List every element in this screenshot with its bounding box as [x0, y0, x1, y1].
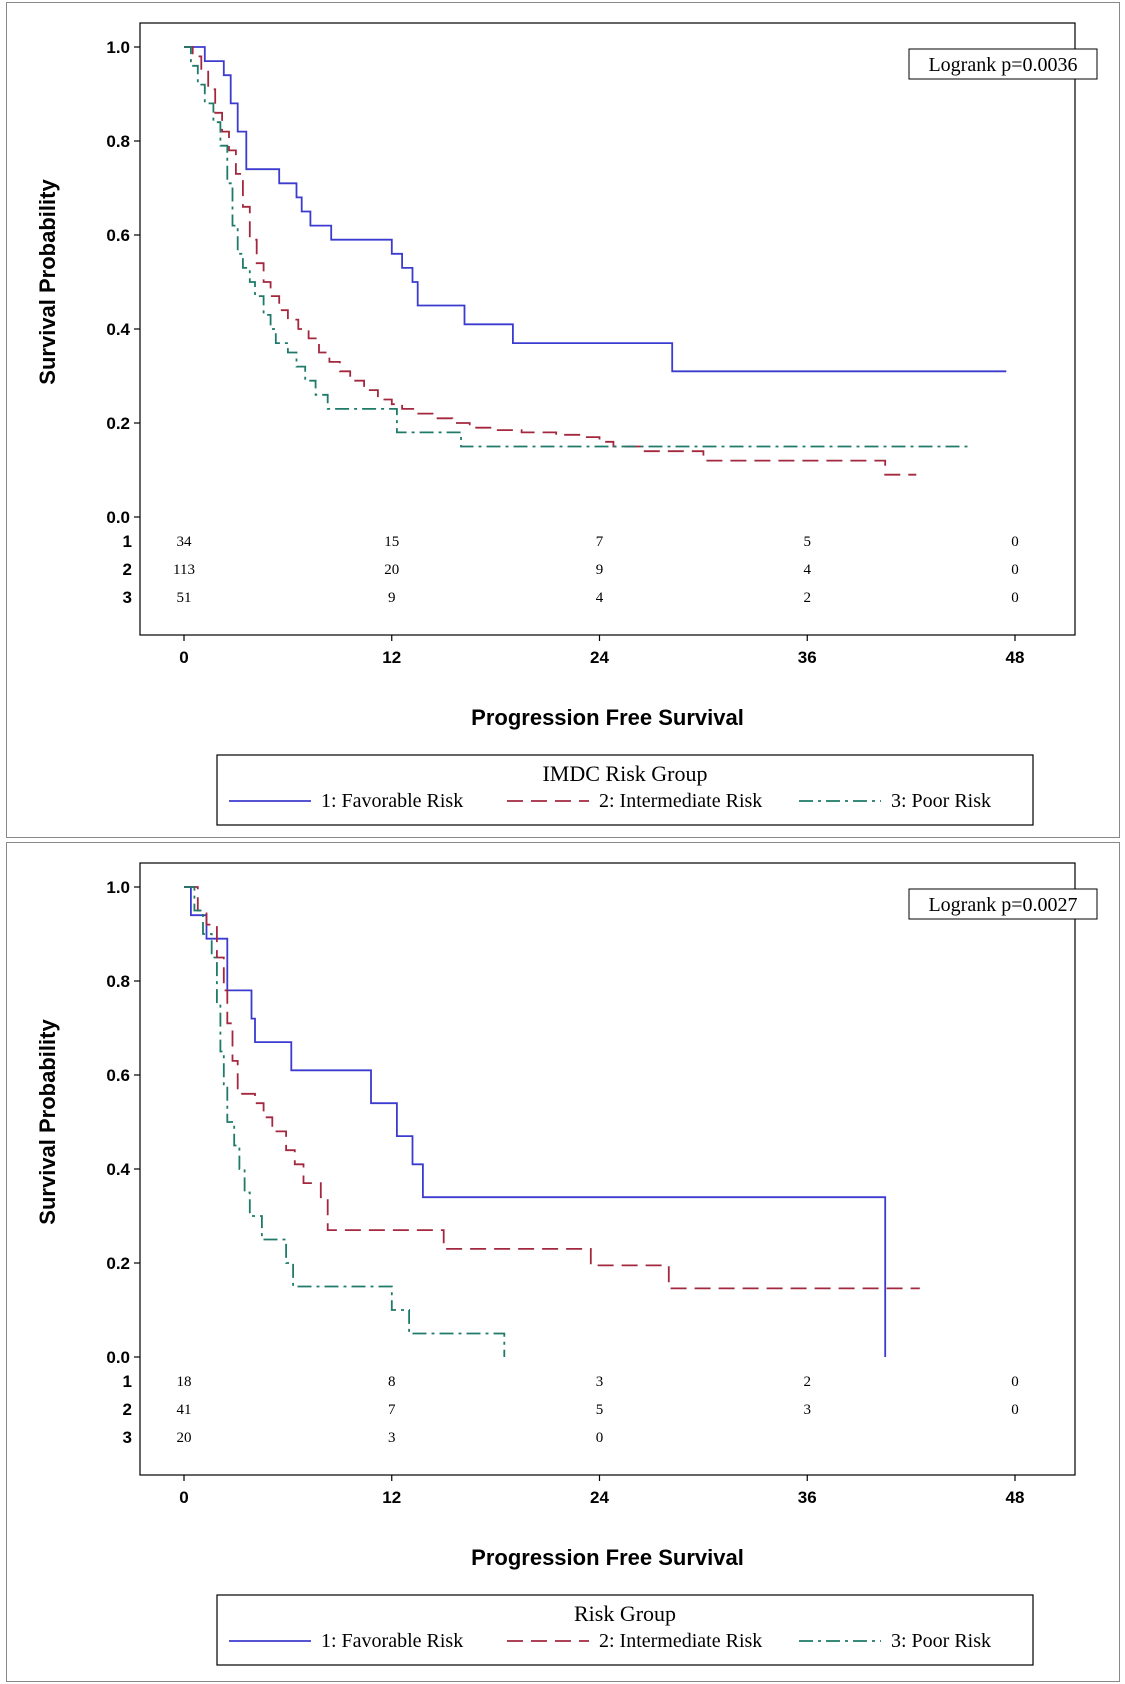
- chart0-x-axis-title: Progression Free Survival: [471, 705, 744, 730]
- chart1-x-tick-label: 36: [798, 1488, 817, 1507]
- chart1-risk-row-label: 3: [123, 1428, 132, 1447]
- chart0-at-risk-value-poor: 4: [596, 590, 604, 606]
- chart0-y-axis-title: Survival Probability: [35, 179, 60, 385]
- chart0-at-risk-value-intermediate: 113: [173, 562, 195, 578]
- chart0-at-risk-value-intermediate: 9: [596, 562, 604, 578]
- chart0-at-risk-value-intermediate: 20: [384, 562, 399, 578]
- chart0-legend-title: IMDC Risk Group: [542, 761, 707, 786]
- chart1-y-tick-label: 0.6: [106, 1066, 130, 1085]
- chart1-y-tick-label: 0.2: [106, 1254, 130, 1273]
- chart0-x-tick-label: 24: [590, 648, 609, 667]
- chart1-at-risk-value-favorable: 3: [596, 1374, 604, 1390]
- chart1-at-risk-value-intermediate: 7: [388, 1402, 396, 1418]
- chart1-y-tick-label: 0.4: [106, 1160, 130, 1179]
- chart1-x-axis-title: Progression Free Survival: [471, 1545, 744, 1570]
- chart0-y-tick-label: 0.0: [106, 508, 130, 527]
- km-panel-risk-group: 0.0 0.2 0.4 0.6 0.8 1.0 Survival Probability 0 1…: [6, 842, 1120, 1682]
- chart1-curve-poor: [184, 886, 506, 1357]
- chart1-at-risk-value-intermediate: 3: [804, 1402, 812, 1418]
- chart1-at-risk-value-favorable: 2: [804, 1374, 812, 1390]
- chart0-y-tick-label: 0.2: [106, 414, 130, 433]
- chart1-y-axis-title: Survival Probability: [35, 1019, 60, 1225]
- chart1-legend-label-poor: 3: Poor Risk: [891, 1630, 991, 1652]
- chart0-legend-box: [216, 754, 1034, 826]
- chart0-at-risk-value-poor: 9: [388, 590, 396, 606]
- chart1-at-risk-value-poor: 3: [388, 1430, 396, 1446]
- chart0-plot-frame: [139, 22, 1076, 636]
- chart1-at-risk-value-poor: 0: [596, 1430, 604, 1446]
- chart0-x-tick-label: 12: [382, 648, 401, 667]
- chart0-at-risk-value-poor: 0: [1011, 590, 1019, 606]
- chart0-at-risk-value-poor: 51: [177, 590, 192, 606]
- chart0-at-risk-value-intermediate: 0: [1011, 562, 1019, 578]
- chart0-legend-label-poor: 3: Poor Risk: [891, 790, 991, 812]
- km-chart-risk-group: 0.0 0.2 0.4 0.6 0.8 1.0 Survival Probability 0 1…: [35, 862, 1098, 1666]
- chart0-x-tick-label: 36: [798, 648, 817, 667]
- chart1-x-tick-label: 12: [382, 1488, 401, 1507]
- chart0-legend-label-favorable: 1: Favorable Risk: [321, 790, 463, 812]
- chart0-y-tick-label: 0.6: [106, 226, 130, 245]
- chart0-at-risk-value-intermediate: 4: [804, 562, 812, 578]
- chart0-pvalue-text: Logrank p=0.0036: [928, 54, 1077, 76]
- chart1-pvalue-text: Logrank p=0.0027: [928, 894, 1077, 916]
- chart0-legend-label-intermediate: 2: Intermediate Risk: [599, 790, 762, 812]
- chart0-curve-intermediate: [184, 46, 917, 476]
- chart0-pvalue-box: [908, 48, 1098, 80]
- chart1-at-risk-value-intermediate: 0: [1011, 1402, 1019, 1418]
- chart1-legend-label-intermediate: 2: Intermediate Risk: [599, 1630, 762, 1652]
- chart1-legend-title: Risk Group: [574, 1601, 676, 1626]
- chart0-at-risk-value-favorable: 7: [596, 534, 604, 550]
- chart1-plot-frame: [139, 862, 1076, 1476]
- chart0-y-tick-label: 0.8: [106, 132, 130, 151]
- chart0-risk-row-label: 3: [123, 588, 132, 607]
- chart1-at-risk-value-favorable: 18: [177, 1374, 192, 1390]
- chart0-x-tick-label: 0: [179, 648, 188, 667]
- chart1-at-risk-value-intermediate: 5: [596, 1402, 604, 1418]
- chart1-at-risk-value-poor: 20: [177, 1430, 192, 1446]
- chart1-x-tick-label: 24: [590, 1488, 609, 1507]
- chart0-risk-row-label: 1: [123, 532, 132, 551]
- chart1-x-tick-label: 0: [179, 1488, 188, 1507]
- chart1-legend-box: [216, 1594, 1034, 1666]
- chart0-curve-favorable: [184, 46, 1007, 373]
- chart1-at-risk-value-intermediate: 41: [177, 1402, 192, 1418]
- chart1-x-tick-label: 48: [1006, 1488, 1025, 1507]
- chart0-y-tick-label: 0.4: [106, 320, 130, 339]
- chart1-legend-label-favorable: 1: Favorable Risk: [321, 1630, 463, 1652]
- chart0-x-tick-label: 48: [1006, 648, 1025, 667]
- chart1-curve-favorable: [184, 886, 887, 1357]
- chart0-at-risk-value-favorable: 34: [177, 534, 193, 550]
- chart1-y-tick-label: 0.8: [106, 972, 130, 991]
- km-panel-imdc: 0.0 0.2 0.4 0.6 0.8 1.0 Survival Probability 0 1…: [6, 2, 1120, 838]
- chart0-risk-row-label: 2: [123, 560, 132, 579]
- chart1-y-tick-label: 0.0: [106, 1348, 130, 1367]
- chart1-at-risk-value-favorable: 8: [388, 1374, 396, 1390]
- chart1-risk-row-label: 2: [123, 1400, 132, 1419]
- chart1-risk-row-label: 1: [123, 1372, 132, 1391]
- chart0-at-risk-value-favorable: 0: [1011, 534, 1019, 550]
- chart0-at-risk-value-favorable: 5: [804, 534, 812, 550]
- chart0-at-risk-value-favorable: 15: [384, 534, 399, 550]
- chart1-at-risk-value-favorable: 0: [1011, 1374, 1019, 1390]
- chart0-at-risk-value-poor: 2: [804, 590, 812, 606]
- chart1-y-tick-label: 1.0: [106, 878, 130, 897]
- chart1-pvalue-box: [908, 888, 1098, 920]
- km-chart-imdc: 0.0 0.2 0.4 0.6 0.8 1.0 Survival Probability 0 1…: [35, 22, 1098, 826]
- chart0-curve-poor: [184, 46, 972, 448]
- chart1-curve-intermediate: [184, 886, 920, 1290]
- chart0-y-tick-label: 1.0: [106, 38, 130, 57]
